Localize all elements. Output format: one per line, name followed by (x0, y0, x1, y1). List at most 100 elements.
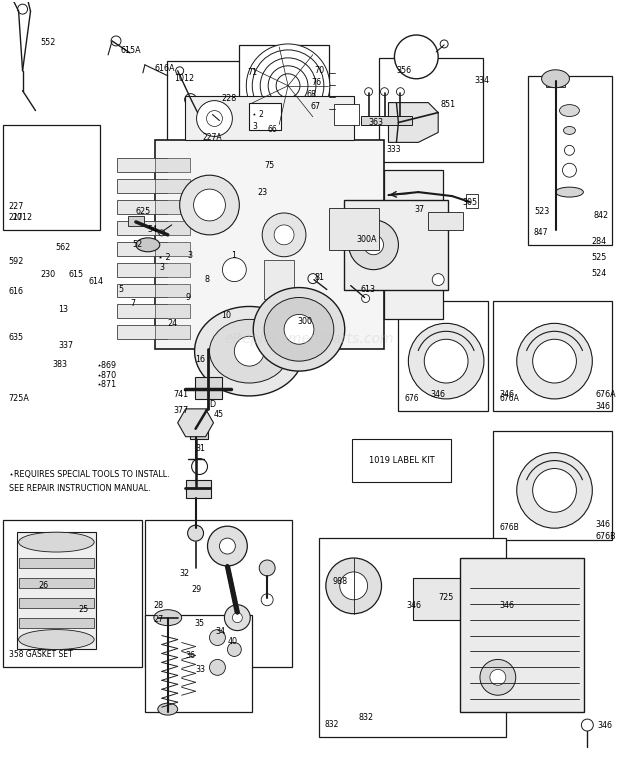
Circle shape (533, 468, 577, 512)
Text: 676B: 676B (500, 523, 520, 532)
Bar (460, 558, 585, 712)
Text: ⋆ 2: ⋆ 2 (158, 253, 170, 262)
Circle shape (424, 339, 468, 383)
Text: 227: 227 (9, 201, 24, 211)
Bar (117, 158, 167, 172)
Polygon shape (295, 193, 345, 211)
Text: 988: 988 (333, 578, 348, 587)
Bar (190, 421, 208, 438)
Text: 847: 847 (534, 228, 548, 237)
Text: 76: 76 (311, 78, 321, 87)
Polygon shape (178, 409, 213, 437)
Bar (493, 431, 612, 540)
Circle shape (533, 339, 577, 383)
Text: 524: 524 (591, 269, 606, 278)
Circle shape (210, 630, 226, 645)
Bar (155, 305, 190, 318)
Circle shape (232, 613, 242, 623)
Text: 383: 383 (53, 360, 68, 368)
Circle shape (224, 604, 250, 631)
Ellipse shape (210, 319, 289, 383)
Circle shape (260, 58, 316, 114)
Text: 334: 334 (474, 76, 489, 85)
Text: 741: 741 (174, 391, 189, 399)
Bar (19, 618, 94, 628)
Bar (155, 325, 190, 339)
Text: 358 GASKET SET: 358 GASKET SET (9, 651, 73, 660)
Text: 333: 333 (386, 145, 401, 155)
Circle shape (206, 111, 223, 126)
Circle shape (180, 175, 239, 235)
Ellipse shape (564, 126, 575, 135)
Text: ⋆REQUIRES SPECIAL TOOLS TO INSTALL.: ⋆REQUIRES SPECIAL TOOLS TO INSTALL. (9, 470, 169, 479)
Polygon shape (284, 215, 335, 247)
Text: 615A: 615A (120, 46, 141, 55)
Text: 9: 9 (185, 293, 191, 302)
Bar (155, 241, 190, 256)
Bar (145, 520, 292, 667)
Bar (414, 578, 468, 620)
Circle shape (175, 67, 184, 75)
Text: 227: 227 (9, 213, 23, 222)
Circle shape (266, 124, 310, 167)
Text: 832: 832 (358, 713, 374, 721)
Text: 305: 305 (462, 198, 477, 207)
Text: 52: 52 (132, 240, 142, 249)
Bar (167, 61, 262, 150)
Bar (428, 212, 463, 230)
Circle shape (562, 163, 577, 177)
Circle shape (280, 138, 296, 153)
Bar (379, 58, 483, 162)
Bar (546, 73, 565, 87)
Circle shape (480, 660, 516, 695)
Bar (2, 125, 100, 230)
Text: 1019 LABEL KIT: 1019 LABEL KIT (369, 456, 434, 465)
Ellipse shape (19, 532, 94, 552)
Text: 29: 29 (192, 585, 202, 594)
Circle shape (252, 50, 324, 122)
Text: 45: 45 (213, 411, 224, 419)
Bar (19, 598, 94, 608)
Bar (155, 221, 190, 235)
Polygon shape (245, 211, 265, 264)
Text: 37: 37 (414, 205, 425, 215)
Circle shape (17, 4, 27, 14)
Text: 832: 832 (325, 720, 339, 729)
Bar (117, 263, 167, 277)
Circle shape (308, 274, 318, 284)
Bar (399, 301, 488, 411)
Text: 10: 10 (221, 311, 231, 320)
Text: 71: 71 (247, 68, 257, 77)
Circle shape (396, 88, 404, 95)
Bar (117, 325, 167, 339)
Circle shape (365, 88, 373, 95)
Ellipse shape (195, 306, 304, 396)
Bar (117, 241, 167, 256)
Bar (185, 95, 353, 141)
Bar (155, 141, 384, 349)
Circle shape (394, 35, 438, 78)
Bar (19, 558, 94, 568)
Text: 227A: 227A (203, 133, 222, 142)
Bar (117, 284, 167, 298)
Text: 70: 70 (314, 66, 324, 75)
Text: 613: 613 (361, 285, 376, 294)
Circle shape (274, 225, 294, 245)
Text: eReplacementParts.com: eReplacementParts.com (224, 332, 394, 346)
Bar (528, 76, 612, 245)
Circle shape (188, 525, 203, 541)
Text: 635: 635 (9, 333, 24, 341)
Bar (117, 305, 167, 318)
Bar (155, 200, 190, 214)
Circle shape (440, 40, 448, 48)
Text: 676B: 676B (595, 531, 616, 541)
Bar (361, 115, 412, 125)
Ellipse shape (559, 105, 579, 117)
Text: 16: 16 (195, 355, 206, 364)
Circle shape (409, 323, 484, 399)
Text: 13: 13 (58, 305, 68, 314)
Polygon shape (270, 219, 303, 265)
Text: 614: 614 (88, 277, 103, 286)
Circle shape (276, 74, 300, 98)
Text: 40: 40 (228, 637, 237, 646)
